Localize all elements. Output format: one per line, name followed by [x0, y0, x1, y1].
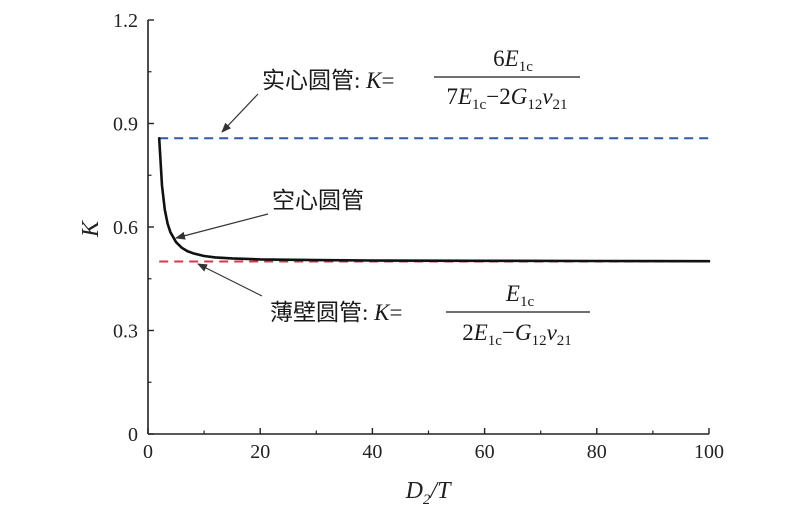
- thin-numerator: E1c: [505, 281, 535, 310]
- x-tick-label: 80: [587, 441, 607, 463]
- hollow-tube-curve: [157, 137, 711, 263]
- x-axis-title-tail: /T: [428, 478, 452, 504]
- y-ticks: 0 0.3 0.6 0.9 1.2: [113, 10, 154, 446]
- y-tick-label: 0: [128, 424, 138, 446]
- solid-arrow: [221, 93, 259, 133]
- solid-label: 实心圆管: K=: [262, 68, 394, 94]
- solid-denominator: 7E1c−2G12v21: [446, 84, 567, 113]
- y-tick-label: 0.3: [113, 321, 138, 343]
- hollow-arrow: [175, 213, 269, 240]
- axes: [147, 20, 709, 435]
- thin-tube-annotation: 薄壁圆管: K= E1c 2E1c−G12v21: [270, 281, 590, 349]
- hollow-label: 空心圆管: [272, 188, 364, 214]
- y-tick-label: 1.2: [113, 10, 138, 32]
- x-axis-title: D2/T: [405, 478, 453, 508]
- solid-numerator: 6E1c: [493, 46, 533, 75]
- solid-tube-annotation: 实心圆管: K= 6E1c 7E1c−2G12v21: [262, 46, 580, 113]
- x-ticks: 0 20 40 60 80 100: [143, 428, 724, 463]
- thin-label: 薄壁圆管: K=: [270, 300, 402, 326]
- thin-denominator: 2E1c−G12v21: [462, 320, 572, 349]
- x-tick-label: 100: [694, 441, 724, 463]
- x-tick-label: 60: [475, 441, 495, 463]
- y-tick-label: 0.9: [113, 114, 138, 136]
- x-tick-label: 20: [250, 441, 270, 463]
- x-tick-label: 0: [143, 441, 153, 463]
- y-axis-title: K: [78, 219, 104, 238]
- x-tick-label: 40: [362, 441, 382, 463]
- y-tick-label: 0.6: [113, 217, 138, 239]
- series-layer: [157, 137, 711, 263]
- x-axis-title-sub: 2: [423, 492, 431, 508]
- thin-arrow: [197, 263, 263, 297]
- x-axis-title-main: D: [405, 478, 423, 504]
